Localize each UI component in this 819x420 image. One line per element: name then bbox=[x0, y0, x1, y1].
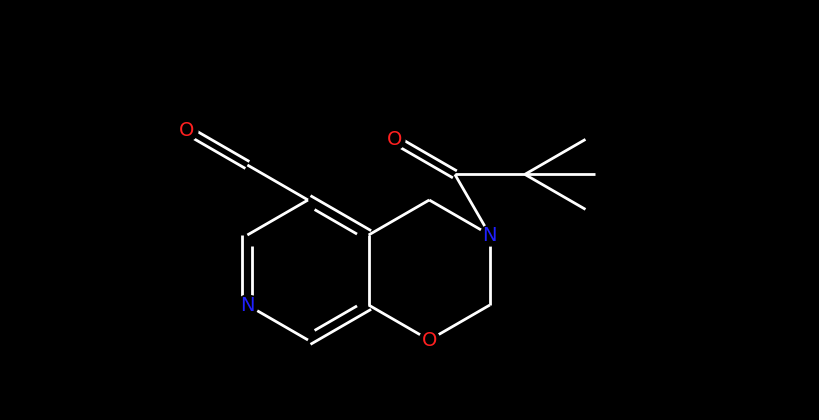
Text: O: O bbox=[387, 130, 402, 149]
Text: N: N bbox=[240, 296, 255, 315]
Text: O: O bbox=[422, 331, 437, 349]
Text: O: O bbox=[179, 121, 194, 139]
Text: N: N bbox=[482, 226, 497, 244]
